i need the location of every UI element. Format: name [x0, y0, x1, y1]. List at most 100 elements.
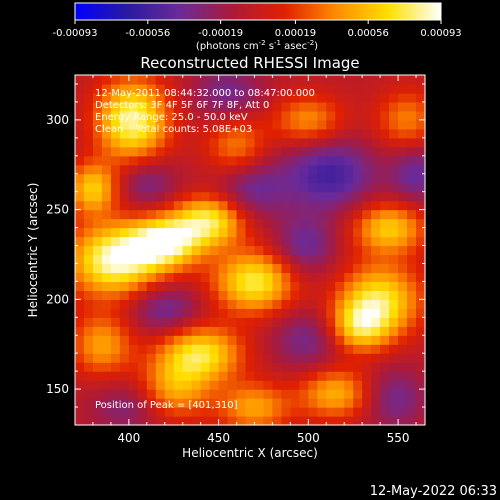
heatmap-cell — [317, 407, 327, 417]
heatmap-cell — [263, 110, 274, 121]
heatmap-cell — [317, 236, 327, 247]
heatmap-cell — [371, 344, 381, 354]
heatmap-cell — [344, 146, 354, 157]
heatmap-cell — [164, 164, 175, 175]
heatmap-cell — [308, 182, 318, 193]
heatmap-cell — [245, 200, 256, 211]
heatmap-cell — [398, 263, 408, 274]
heatmap-cell — [137, 398, 148, 408]
heatmap-cell — [344, 236, 354, 247]
heatmap-cell — [389, 191, 399, 202]
heatmap-cell — [75, 155, 85, 166]
heatmap-cell — [164, 236, 175, 247]
heatmap-cell — [227, 200, 238, 211]
heatmap-cell — [245, 398, 256, 408]
heatmap-cell — [389, 371, 399, 381]
heatmap-cell — [92, 83, 103, 94]
heatmap-cell — [371, 209, 381, 220]
heatmap-cell — [164, 173, 175, 184]
heatmap-cell — [416, 173, 426, 184]
heatmap-cell — [119, 254, 130, 265]
heatmap-cell — [290, 75, 300, 85]
heatmap-cell — [173, 227, 184, 238]
heatmap-cell — [146, 83, 157, 94]
heatmap-cell — [173, 308, 184, 318]
heatmap-cell — [236, 209, 247, 220]
heatmap-cell — [254, 191, 265, 202]
heatmap-cell — [236, 128, 247, 139]
heatmap-cell — [272, 344, 283, 354]
heatmap-cell — [263, 137, 274, 148]
heatmap-cell — [398, 191, 408, 202]
colorbar-gradient — [75, 3, 441, 20]
heatmap-cell — [371, 182, 381, 193]
heatmap-cell — [362, 92, 372, 103]
heatmap-cell — [83, 344, 94, 354]
heatmap-cell — [83, 281, 94, 291]
heatmap-cell — [407, 128, 417, 139]
colorbar-tick-label: -0.00019 — [198, 28, 243, 39]
heatmap-cell — [155, 209, 166, 220]
heatmap-cell — [254, 182, 265, 193]
heatmap-cell — [263, 164, 274, 175]
heatmap-cell — [182, 416, 193, 426]
heatmap-cell — [92, 326, 103, 336]
heatmap-cell — [416, 398, 426, 408]
heatmap-cells — [75, 75, 426, 426]
heatmap-cell — [245, 101, 256, 112]
heatmap-cell — [164, 110, 175, 121]
heatmap-cell — [326, 137, 336, 148]
heatmap-cell — [272, 75, 283, 85]
heatmap-cell — [389, 101, 399, 112]
heatmap-cell — [218, 353, 229, 363]
heatmap-cell — [263, 389, 274, 399]
heatmap-cell — [155, 128, 166, 139]
heatmap-cell — [398, 218, 408, 229]
heatmap-cell — [389, 398, 399, 408]
heatmap-cell — [299, 173, 309, 184]
heatmap-cell — [254, 218, 265, 229]
heatmap-cell — [83, 353, 94, 363]
heatmap-cell — [389, 75, 399, 85]
heatmap-cell — [326, 146, 336, 157]
heatmap-cell — [416, 191, 426, 202]
heatmap-cell — [75, 389, 85, 399]
heatmap-cell — [227, 254, 238, 265]
heatmap-cell — [218, 75, 229, 85]
heatmap-cell — [227, 299, 238, 309]
heatmap-cell — [155, 119, 166, 130]
heatmap-cell — [128, 317, 139, 327]
heatmap-cell — [110, 191, 121, 202]
heatmap-cell — [353, 191, 363, 202]
heatmap-cell — [389, 83, 399, 94]
heatmap-cell — [263, 75, 274, 85]
heatmap-cell — [164, 362, 175, 372]
heatmap-cell — [101, 155, 112, 166]
heatmap-cell — [119, 75, 130, 85]
heatmap-cell — [254, 389, 265, 399]
heatmap-cell — [128, 281, 139, 291]
heatmap-cell — [164, 407, 175, 417]
heatmap-cell — [173, 290, 184, 300]
x-axis-label: Heliocentric X (arcsec) — [182, 446, 318, 460]
heatmap-cell — [209, 290, 220, 300]
heatmap-cell — [416, 389, 426, 399]
heatmap-cell — [299, 83, 309, 94]
heatmap-cell — [200, 236, 211, 247]
heatmap-cell — [119, 398, 130, 408]
heatmap-cell — [416, 236, 426, 247]
heatmap-cell — [101, 83, 112, 94]
heatmap-cell — [173, 344, 184, 354]
heatmap-cell — [308, 245, 318, 256]
heatmap-cell — [263, 191, 274, 202]
heatmap-cell — [218, 344, 229, 354]
heatmap-cell — [407, 245, 417, 256]
heatmap-cell — [92, 416, 103, 426]
heatmap-cell — [380, 128, 390, 139]
heatmap-cell — [128, 137, 139, 148]
heatmap-cell — [236, 353, 247, 363]
heatmap-cell — [83, 272, 94, 283]
heatmap-cell — [398, 209, 408, 220]
heatmap-cell — [182, 272, 193, 283]
heatmap-cell — [173, 380, 184, 390]
